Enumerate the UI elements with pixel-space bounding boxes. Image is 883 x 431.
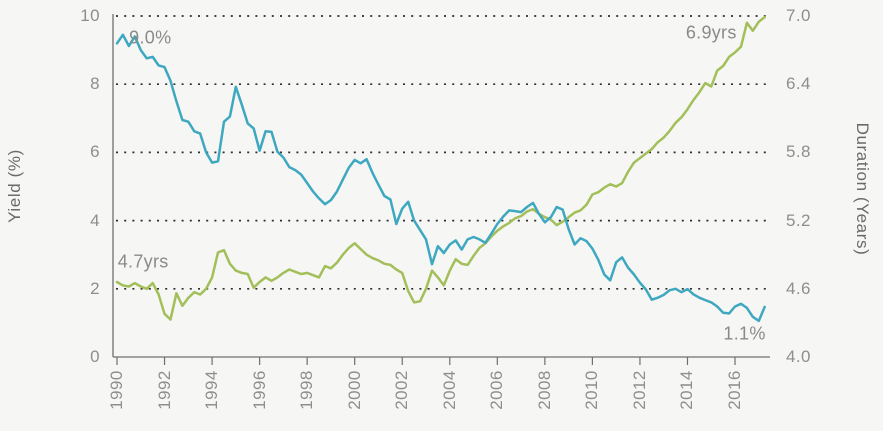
x-tick-label-2016: 2016 <box>725 370 745 410</box>
x-tick-label-2008: 2008 <box>534 370 554 410</box>
yield-line <box>115 33 766 323</box>
x-tick-label-1994: 1994 <box>202 370 222 410</box>
y-right-axis-title: Duration (Years) <box>853 122 872 256</box>
x-tick-label-2010: 2010 <box>582 370 602 410</box>
x-tick-label-2006: 2006 <box>487 370 507 410</box>
y-right-tick-label-4.0: 4.0 <box>786 347 811 366</box>
y-right-tick-label-5.2: 5.2 <box>786 210 811 230</box>
y-right-tick-label-4.6: 4.6 <box>786 278 811 298</box>
y-left-tick-label-2: 2 <box>90 278 100 298</box>
duration-line <box>115 15 766 321</box>
y-right-tick-label-5.8: 5.8 <box>786 142 811 162</box>
y-left-tick-label-8: 8 <box>90 74 100 94</box>
x-tick-label-2014: 2014 <box>677 370 697 410</box>
x-tick-label-1992: 1992 <box>154 370 174 410</box>
x-tick-label-2004: 2004 <box>439 370 459 410</box>
y-right-tick-label-6.4: 6.4 <box>786 74 811 94</box>
x-tick-label-1990: 1990 <box>107 370 126 410</box>
y-left-tick-label-6: 6 <box>90 142 100 162</box>
duration-start-label: 4.7yrs <box>117 251 169 272</box>
y-right-tick-label-7.0: 7.0 <box>786 6 811 25</box>
x-tick-label-1996: 1996 <box>249 370 269 410</box>
x-tick-label-2012: 2012 <box>629 370 649 410</box>
yield-end-label: 1.1% <box>723 323 766 344</box>
x-tick-label-2002: 2002 <box>392 370 412 410</box>
x-tick-label-2000: 2000 <box>344 370 364 410</box>
y-left-axis-title: Yield (%) <box>5 149 24 223</box>
duration-end-label: 6.9yrs <box>685 22 737 43</box>
yield-start-label: 9.0% <box>129 27 172 48</box>
y-left-tick-label-4: 4 <box>90 210 100 230</box>
y-left-tick-label-0: 0 <box>90 347 100 366</box>
x-tick-label-1998: 1998 <box>297 370 317 410</box>
y-left-tick-label-10: 10 <box>80 6 100 25</box>
